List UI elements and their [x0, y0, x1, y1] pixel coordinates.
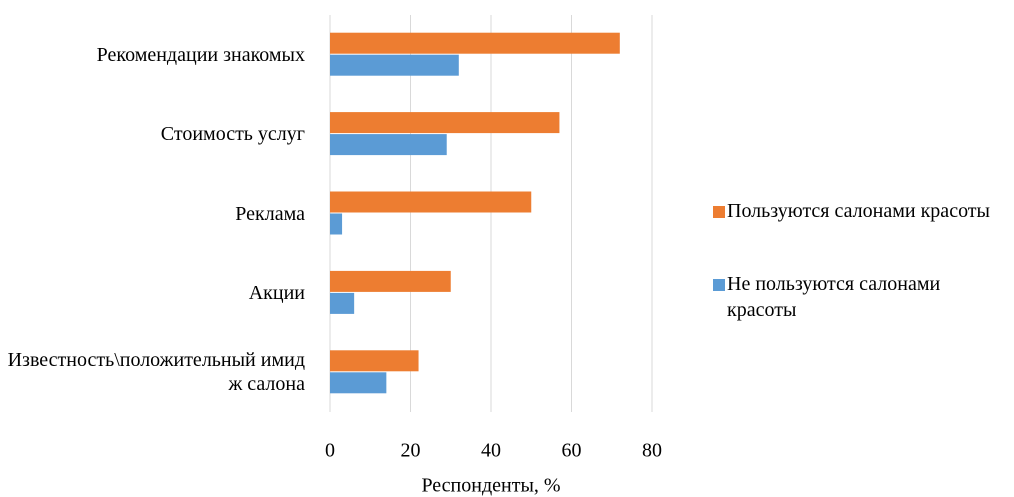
x-tick-label: 0 [325, 440, 335, 462]
bar [330, 112, 560, 134]
bar [330, 292, 355, 314]
bar [330, 350, 419, 372]
bar [330, 372, 387, 394]
y-tick-label: Рекомендации знакомых [96, 43, 305, 66]
bar [330, 134, 447, 156]
bar [330, 213, 343, 235]
bar [330, 191, 532, 213]
x-tick-label: 20 [401, 440, 421, 462]
y-tick-label: Акции [248, 281, 305, 304]
legend-swatch [713, 279, 725, 291]
y-tick-label: Реклама [235, 202, 305, 225]
bar [330, 32, 620, 54]
x-tick-label: 80 [642, 440, 662, 462]
bar [330, 54, 459, 76]
x-tick-label: 60 [562, 440, 582, 462]
x-tick-label: 40 [481, 440, 501, 462]
x-axis-title: Респонденты, % [421, 475, 560, 497]
y-tick-label: Известность\положительный имидж салона [7, 349, 305, 396]
bar [330, 270, 451, 292]
y-tick-label: Стоимость услуг [160, 123, 305, 146]
legend-label: Пользуются салонами красоты [727, 200, 990, 222]
legend-label: Не пользуются салонами красоты [727, 273, 941, 321]
legend-swatch [713, 206, 725, 218]
